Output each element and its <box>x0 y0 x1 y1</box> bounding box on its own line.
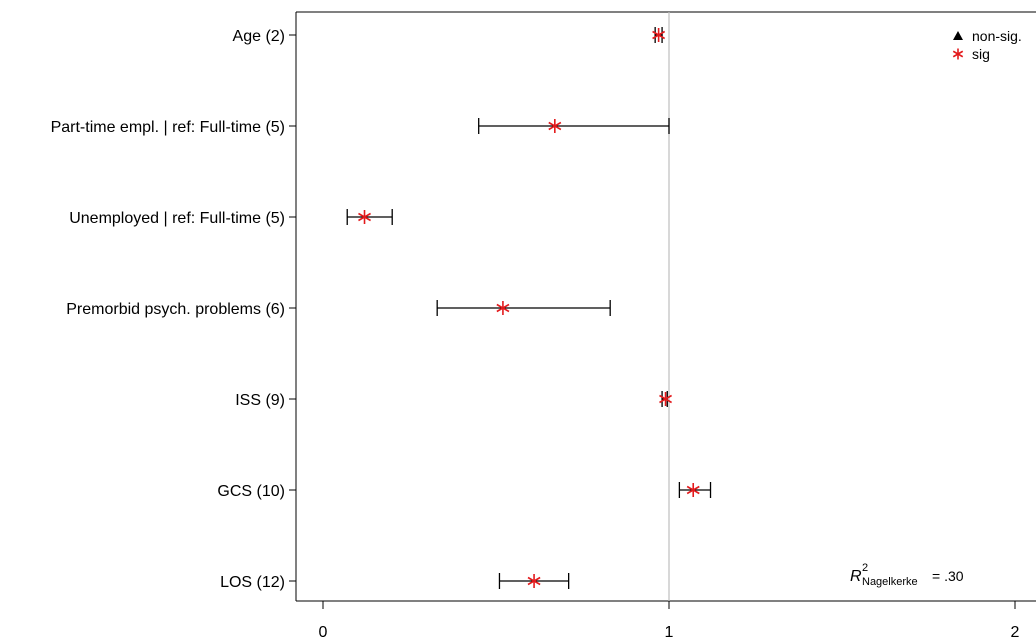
row-label: Age (2) <box>233 28 285 45</box>
row-label: Part-time empl. | ref: Full-time (5) <box>51 119 285 136</box>
estimate-point <box>358 210 371 224</box>
estimate-point-stroke-2 <box>527 576 541 586</box>
r2-superscript: 2 <box>862 562 868 574</box>
x-axis: 0 1 2 <box>319 601 1020 641</box>
legend-label: non-sig. <box>972 28 1022 44</box>
estimate-point-stroke-2 <box>659 394 673 404</box>
row-label: LOS (12) <box>220 574 285 591</box>
row-label: ISS (9) <box>235 392 285 409</box>
row-label: Unemployed | ref: Full-time (5) <box>69 210 285 227</box>
estimate-point-stroke-2 <box>496 303 510 313</box>
row-label: GCS (10) <box>217 483 285 500</box>
estimate-point <box>686 483 700 497</box>
row-label: Premorbid psych. problems (6) <box>66 301 285 318</box>
legend-triangle-icon <box>953 31 963 40</box>
legend-asterisk-icon <box>952 48 964 60</box>
plot-frame <box>295 11 1036 602</box>
estimate-point-stroke-2 <box>686 485 700 495</box>
estimates <box>358 28 700 588</box>
legend-asterisk-icon-stroke-2 <box>952 50 964 58</box>
estimate-point <box>659 392 673 406</box>
estimate-point-stroke-2 <box>358 212 371 222</box>
estimate-point <box>496 301 510 315</box>
r2-symbol: R <box>850 568 862 585</box>
r2-value: = .30 <box>932 568 964 584</box>
legend-label: sig <box>972 46 990 62</box>
estimate-point <box>527 574 541 588</box>
x-tick-label: 0 <box>319 624 328 641</box>
x-tick-label: 1 <box>665 624 674 641</box>
x-tick-label: 2 <box>1011 624 1020 641</box>
r2-annotation: R 2 Nagelkerke = .30 <box>850 562 964 588</box>
estimate-point <box>548 119 562 133</box>
confidence-intervals <box>346 27 712 589</box>
row-labels: Age (2) Part-time empl. | ref: Full-time … <box>51 28 296 591</box>
legend: non-sig. sig <box>952 28 1022 62</box>
estimate-point-stroke-2 <box>652 30 666 40</box>
estimate-point-stroke-2 <box>548 121 562 131</box>
r2-subscript: Nagelkerke <box>862 576 918 588</box>
estimate-point <box>652 28 666 42</box>
